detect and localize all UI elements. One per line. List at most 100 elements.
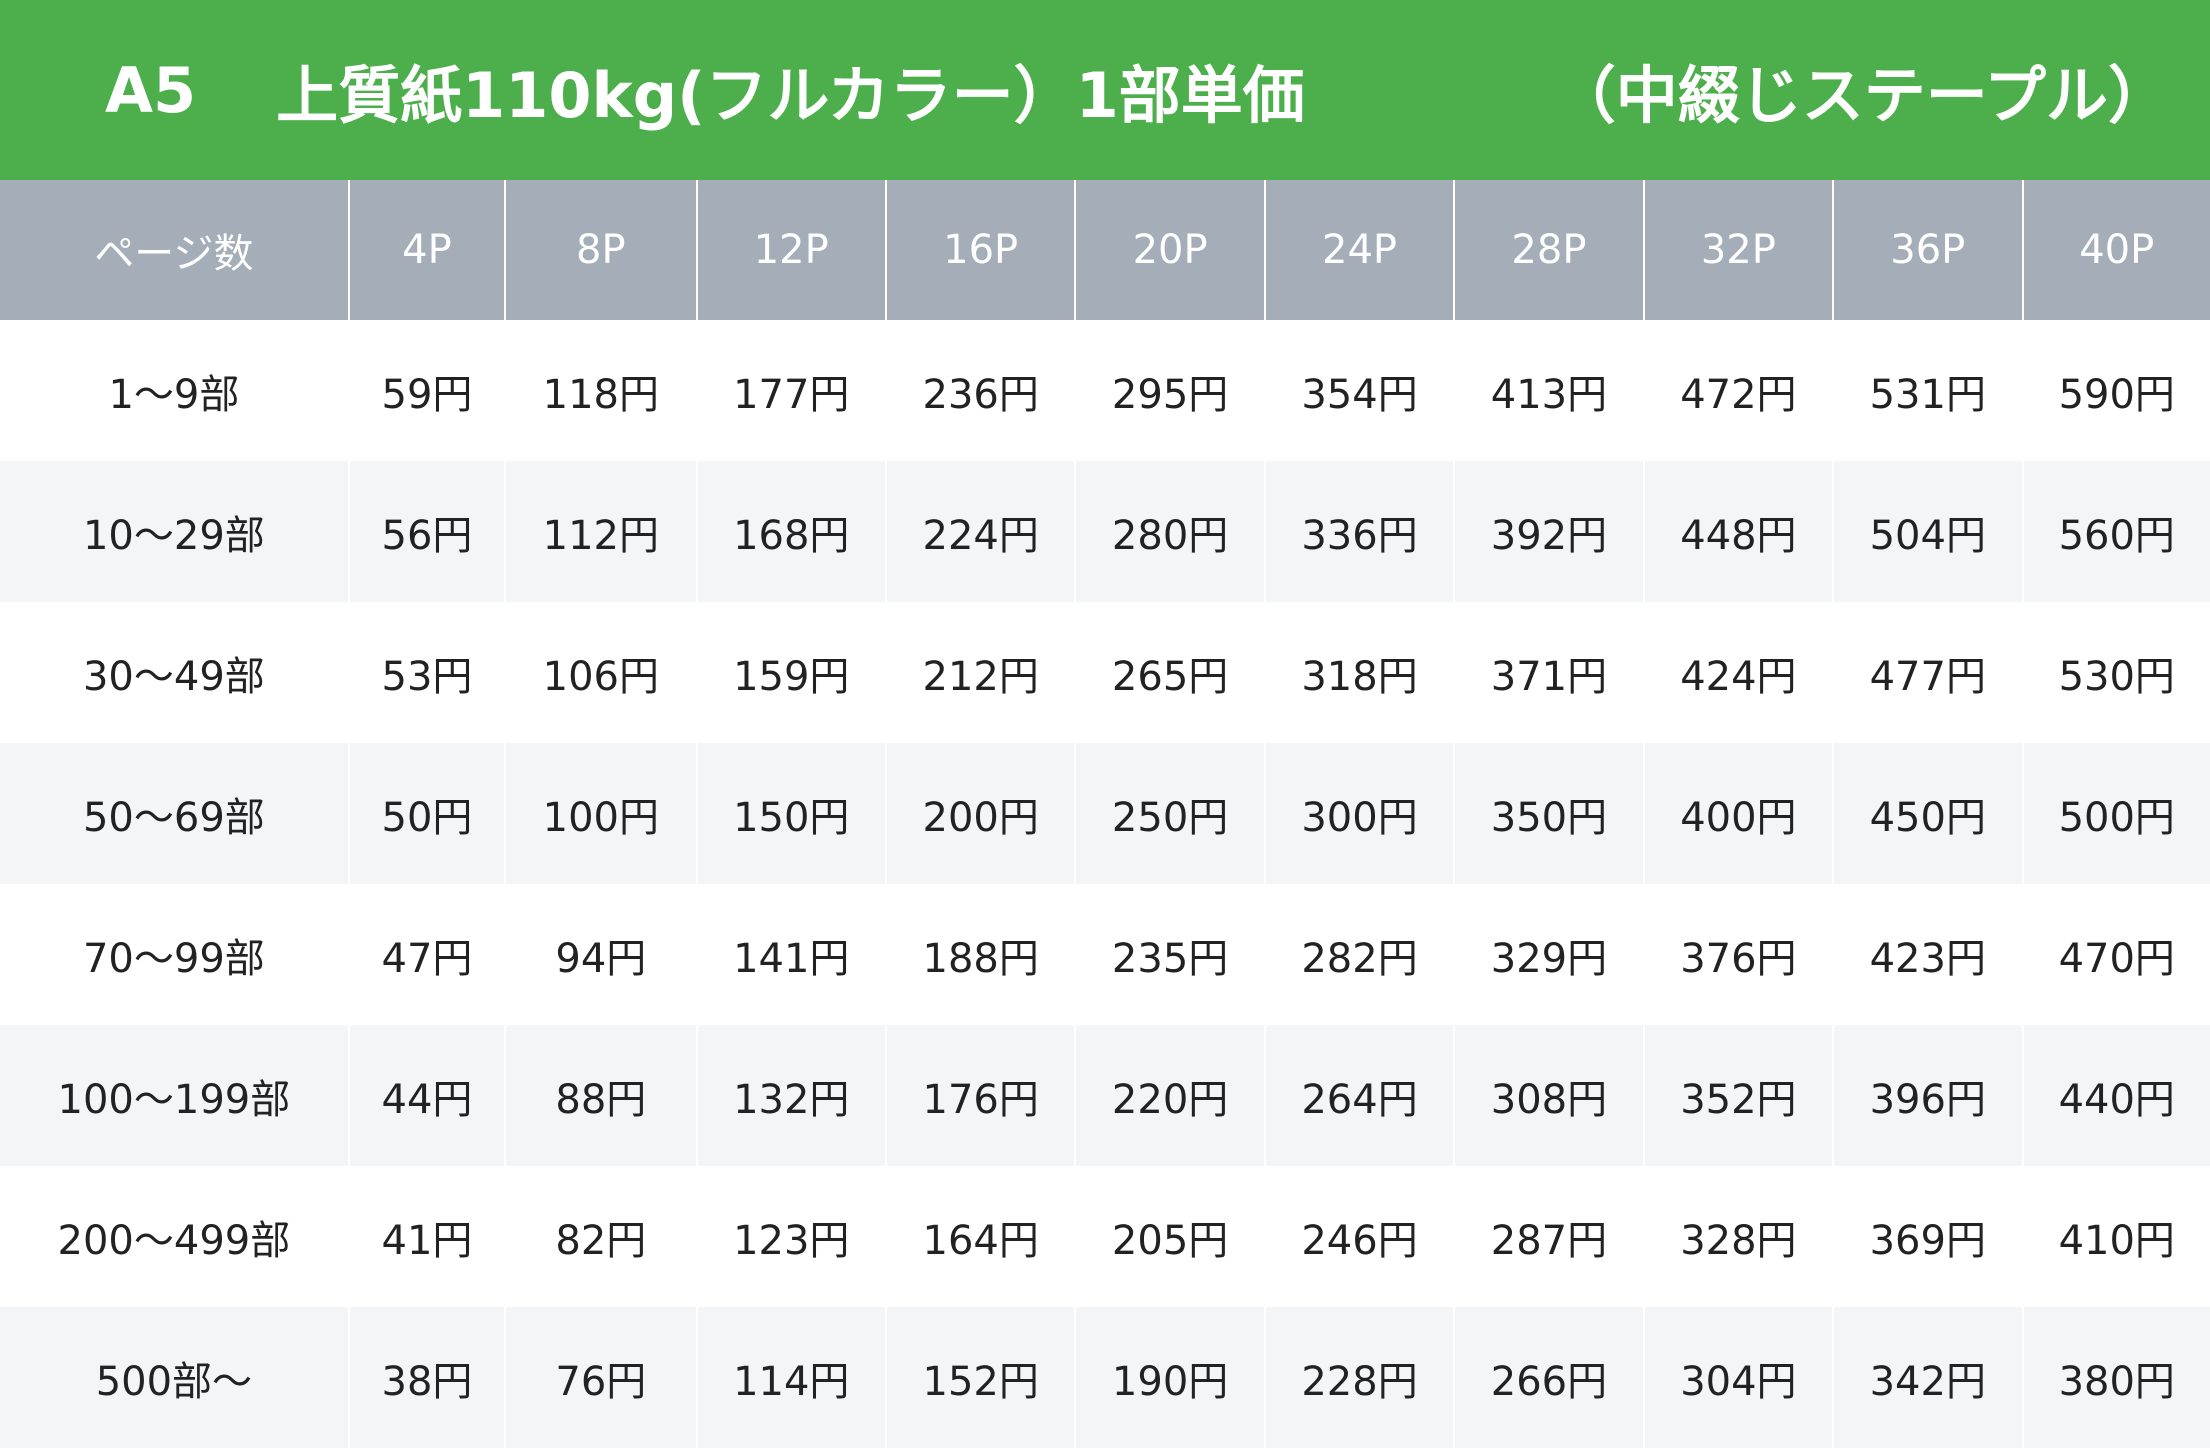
price-cell: 250円 xyxy=(1074,743,1263,884)
price-cell: 123円 xyxy=(696,1166,885,1307)
paper-size-title: A5 xyxy=(105,54,196,127)
price-cell: 295円 xyxy=(1074,320,1263,461)
price-cell: 266円 xyxy=(1453,1307,1642,1448)
price-cell: 477円 xyxy=(1832,602,2021,743)
price-cell: 236円 xyxy=(885,320,1074,461)
price-cell: 424円 xyxy=(1643,602,1832,743)
price-cell: 76円 xyxy=(504,1307,695,1448)
title-left: A5 上質紙110kg(フルカラー）1部単価 xyxy=(105,45,1305,135)
price-cell: 132円 xyxy=(696,1025,885,1166)
price-cell: 50円 xyxy=(348,743,504,884)
price-cell: 440円 xyxy=(2022,1025,2210,1166)
price-cell: 590円 xyxy=(2022,320,2210,461)
price-cell: 472円 xyxy=(1643,320,1832,461)
price-cell: 118円 xyxy=(504,320,695,461)
price-cell: 264円 xyxy=(1264,1025,1453,1166)
price-cell: 150円 xyxy=(696,743,885,884)
price-cell: 329円 xyxy=(1453,884,1642,1025)
quantity-label: 50〜69部 xyxy=(0,743,348,884)
quantity-label: 200〜499部 xyxy=(0,1166,348,1307)
price-cell: 376円 xyxy=(1643,884,1832,1025)
price-cell: 265円 xyxy=(1074,602,1263,743)
price-cell: 220円 xyxy=(1074,1025,1263,1166)
price-cell: 396円 xyxy=(1832,1025,2021,1166)
price-cell: 44円 xyxy=(348,1025,504,1166)
quantity-label: 100〜199部 xyxy=(0,1025,348,1166)
price-cell: 177円 xyxy=(696,320,885,461)
price-cell: 318円 xyxy=(1264,602,1453,743)
price-cell: 59円 xyxy=(348,320,504,461)
column-header: 36P xyxy=(1832,180,2021,320)
price-cell: 100円 xyxy=(504,743,695,884)
price-cell: 287円 xyxy=(1453,1166,1642,1307)
price-cell: 354円 xyxy=(1264,320,1453,461)
column-header: 28P xyxy=(1453,180,1642,320)
price-cell: 400円 xyxy=(1643,743,1832,884)
price-cell: 450円 xyxy=(1832,743,2021,884)
price-cell: 304円 xyxy=(1643,1307,1832,1448)
price-cell: 106円 xyxy=(504,602,695,743)
price-cell: 112円 xyxy=(504,461,695,602)
price-cell: 530円 xyxy=(2022,602,2210,743)
price-cell: 336円 xyxy=(1264,461,1453,602)
price-cell: 41円 xyxy=(348,1166,504,1307)
price-cell: 380円 xyxy=(2022,1307,2210,1448)
price-cell: 88円 xyxy=(504,1025,695,1166)
column-header: 40P xyxy=(2022,180,2210,320)
column-header: 24P xyxy=(1264,180,1453,320)
price-cell: 423円 xyxy=(1832,884,2021,1025)
price-cell: 352円 xyxy=(1643,1025,1832,1166)
price-cell: 560円 xyxy=(2022,461,2210,602)
quantity-label: 10〜29部 xyxy=(0,461,348,602)
price-cell: 168円 xyxy=(696,461,885,602)
corner-header: ページ数 xyxy=(0,180,348,320)
price-cell: 410円 xyxy=(2022,1166,2210,1307)
price-cell: 531円 xyxy=(1832,320,2021,461)
price-cell: 94円 xyxy=(504,884,695,1025)
price-cell: 280円 xyxy=(1074,461,1263,602)
price-cell: 392円 xyxy=(1453,461,1642,602)
price-cell: 500円 xyxy=(2022,743,2210,884)
price-cell: 164円 xyxy=(885,1166,1074,1307)
column-header: 20P xyxy=(1074,180,1263,320)
price-cell: 228円 xyxy=(1264,1307,1453,1448)
price-cell: 282円 xyxy=(1264,884,1453,1025)
binding-title: （中綴じステープル） xyxy=(1554,45,2170,135)
price-cell: 470円 xyxy=(2022,884,2210,1025)
quantity-label: 70〜99部 xyxy=(0,884,348,1025)
price-cell: 152円 xyxy=(885,1307,1074,1448)
price-cell: 328円 xyxy=(1643,1166,1832,1307)
price-cell: 53円 xyxy=(348,602,504,743)
quantity-label: 1〜9部 xyxy=(0,320,348,461)
price-cell: 342円 xyxy=(1832,1307,2021,1448)
column-header: 16P xyxy=(885,180,1074,320)
price-cell: 235円 xyxy=(1074,884,1263,1025)
price-cell: 114円 xyxy=(696,1307,885,1448)
price-cell: 141円 xyxy=(696,884,885,1025)
price-cell: 38円 xyxy=(348,1307,504,1448)
price-cell: 246円 xyxy=(1264,1166,1453,1307)
price-cell: 47円 xyxy=(348,884,504,1025)
column-header: 4P xyxy=(348,180,504,320)
quantity-label: 500部〜 xyxy=(0,1307,348,1448)
price-cell: 200円 xyxy=(885,743,1074,884)
column-header: 8P xyxy=(504,180,695,320)
price-cell: 300円 xyxy=(1264,743,1453,884)
column-header: 32P xyxy=(1643,180,1832,320)
price-cell: 413円 xyxy=(1453,320,1642,461)
paper-description-title: 上質紙110kg(フルカラー）1部単価 xyxy=(276,45,1305,135)
price-cell: 504円 xyxy=(1832,461,2021,602)
price-cell: 205円 xyxy=(1074,1166,1263,1307)
price-cell: 369円 xyxy=(1832,1166,2021,1307)
quantity-label: 30〜49部 xyxy=(0,602,348,743)
